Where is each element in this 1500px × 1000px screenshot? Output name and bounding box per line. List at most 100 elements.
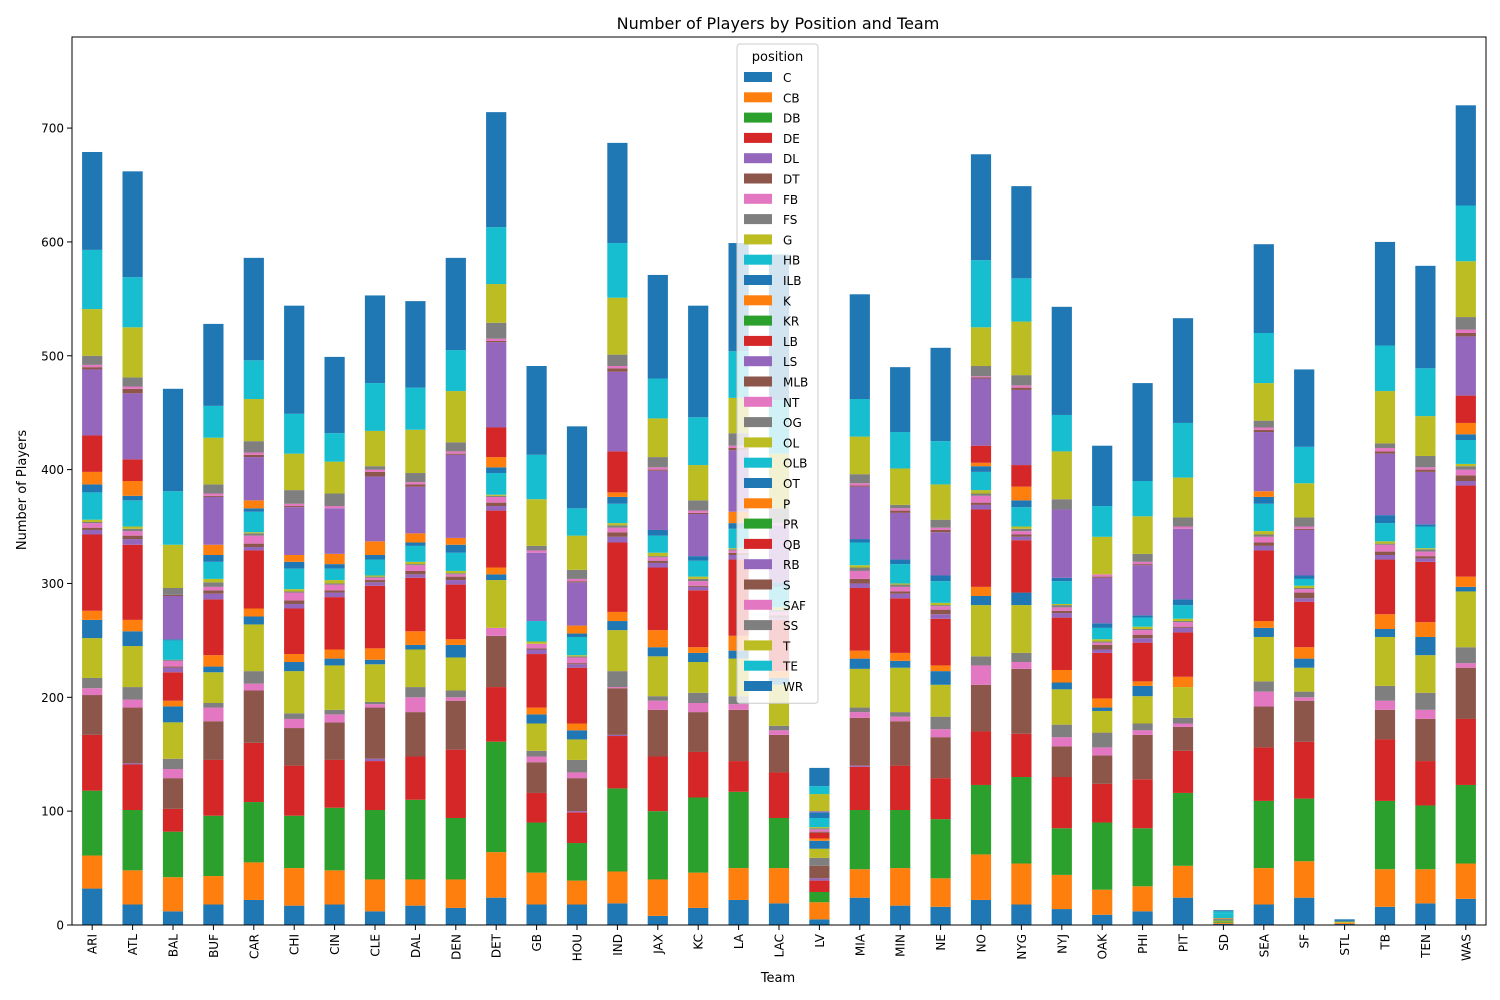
bar-segment-sf-k <box>1294 647 1315 659</box>
bar-segment-no-ilb <box>970 595 992 606</box>
legend-title: position <box>752 50 804 65</box>
bar-segment-no-nt <box>970 495 992 503</box>
bar-segment-hou-ilb <box>566 730 588 740</box>
x-tick-label: ATL <box>126 934 140 956</box>
bar-segment-mia-lb <box>849 588 870 651</box>
legend-label-dl: DL <box>783 152 799 166</box>
bar-segment-chi-ot <box>284 561 305 569</box>
bar-segment-ari-wr <box>82 151 103 250</box>
bars-layer <box>82 105 1476 925</box>
bar-segment-phi-saf <box>1132 561 1153 565</box>
bar-segment-lv-g <box>809 848 830 858</box>
bar-segment-kc-nt <box>688 581 709 586</box>
bar-segment-ne-t <box>930 484 951 520</box>
x-tick-label: GB <box>530 934 544 952</box>
bar-segment-mia-ss <box>849 474 870 484</box>
bar-segment-pit-ss <box>1172 517 1194 527</box>
bar-segment-ne-db <box>930 819 951 879</box>
bar-segment-lv-wr <box>809 767 830 787</box>
bar-segment-chi-rb <box>284 507 305 555</box>
bar-segment-sea-ls <box>1253 545 1274 551</box>
bar-segment-sea-lb <box>1253 550 1274 622</box>
bar-segment-kc-de <box>688 751 709 798</box>
bar-segment-bal-wr <box>162 388 184 492</box>
bar-segment-atl-k <box>122 619 143 632</box>
bar-segment-bal-rb <box>162 595 184 640</box>
bar-segment-phi-wr <box>1132 383 1153 481</box>
y-tick-label: 700 <box>41 122 64 136</box>
x-tick-label: TB <box>1379 934 1393 951</box>
bar-segment-sea-ss <box>1253 420 1274 428</box>
y-tick-label: 400 <box>41 463 64 477</box>
legend-label-kr: KR <box>783 315 799 329</box>
bar-segment-ne-ls <box>930 614 951 619</box>
bar-segment-nyj-g <box>1051 689 1072 725</box>
bar-segment-nyj-ls <box>1051 613 1072 618</box>
bar-segment-ne-te <box>930 441 951 485</box>
bar-segment-nyg-ls <box>1011 536 1032 541</box>
bar-segment-mia-rb <box>849 486 870 540</box>
bar-segment-ten-wr <box>1415 265 1436 369</box>
bar-segment-bal-fb <box>162 769 184 779</box>
bar-segment-atl-lb <box>122 544 143 620</box>
x-tick-label: LAC <box>773 934 787 957</box>
legend: position C CB DB DE DL DT FB FS G HB ILB K KR LB LS MLB N… <box>736 43 819 704</box>
bar-segment-nyj-nt <box>1051 607 1072 611</box>
bar-segment-car-rb <box>243 457 264 501</box>
bar-segment-sf-de <box>1294 741 1315 799</box>
bar-segment-phi-de <box>1132 779 1153 829</box>
bar-segment-buf-og <box>203 582 224 587</box>
legend-label-te: TE <box>782 660 798 674</box>
bar-segment-sf-te <box>1294 446 1315 484</box>
bar-segment-pit-g <box>1172 687 1194 718</box>
bar-segment-nyg-db <box>1011 777 1032 864</box>
bar-segment-atl-ot <box>122 495 143 501</box>
bar-segment-gb-ilb <box>526 714 547 724</box>
bar-segment-ari-ilb <box>82 619 103 639</box>
bar-segment-kc-ss <box>688 500 709 511</box>
bar-segment-nyg-rb <box>1011 389 1032 466</box>
bar-segment-no-ss <box>970 366 992 377</box>
bar-segment-gb-ss <box>526 545 547 551</box>
bar-segment-sf-wr <box>1294 369 1315 447</box>
bar-segment-mia-db <box>849 810 870 870</box>
bar-segment-gb-t <box>526 499 547 546</box>
bar-segment-oak-nt <box>1092 642 1113 645</box>
bar-segment-pit-olb <box>1172 605 1194 619</box>
bar-segment-ari-db <box>82 790 103 856</box>
bar-segment-oak-s <box>1092 576 1113 578</box>
bar-segment-oak-ot <box>1092 623 1113 628</box>
bar-segment-pit-dt <box>1172 726 1194 751</box>
bar-segment-lv-rb <box>809 811 830 813</box>
bar-segment-chi-ls <box>284 603 305 609</box>
bar-segment-car-og <box>243 533 264 536</box>
bar-segment-no-mlb <box>970 502 992 505</box>
bar-segment-sf-c <box>1294 897 1315 925</box>
bar-segment-no-cb <box>970 854 992 900</box>
bar-segment-no-de <box>970 731 992 785</box>
bar-segment-gb-lb <box>526 654 547 708</box>
bar-segment-phi-g <box>1132 696 1153 724</box>
bar-segment-buf-c <box>203 904 224 925</box>
bar-segment-tb-rb <box>1374 453 1396 516</box>
bar-segment-ind-mlb <box>607 532 628 537</box>
bar-segment-ari-olb <box>82 492 103 520</box>
bar-segment-nyj-ol <box>1051 603 1072 606</box>
bar-segment-tb-fs <box>1374 685 1396 701</box>
bar-segment-ne-g <box>930 684 951 717</box>
x-tick-label: TEN <box>1419 934 1433 959</box>
bar-segment-min-saf <box>890 508 911 511</box>
bar-segment-gb-saf <box>526 550 547 553</box>
bar-segment-ari-mlb <box>82 527 103 530</box>
bar-segment-atl-dt <box>122 707 143 764</box>
bar-segment-tb-wr <box>1374 241 1396 346</box>
legend-swatch-mlb <box>744 376 772 387</box>
bar-segment-sf-fs <box>1294 691 1315 698</box>
legend-swatch-olb <box>744 457 772 468</box>
x-tick-label: MIA <box>853 933 867 956</box>
bar-segment-bal-fs <box>162 758 184 770</box>
bar-segment-sea-nt <box>1253 536 1274 543</box>
bar-segment-bal-k <box>162 700 184 707</box>
x-tick-label: DAL <box>409 934 423 958</box>
